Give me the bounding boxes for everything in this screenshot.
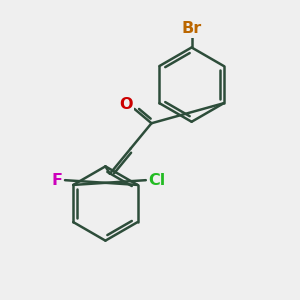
Text: Cl: Cl [148,173,166,188]
Text: Br: Br [182,21,202,36]
Text: F: F [51,173,62,188]
Text: O: O [119,97,133,112]
